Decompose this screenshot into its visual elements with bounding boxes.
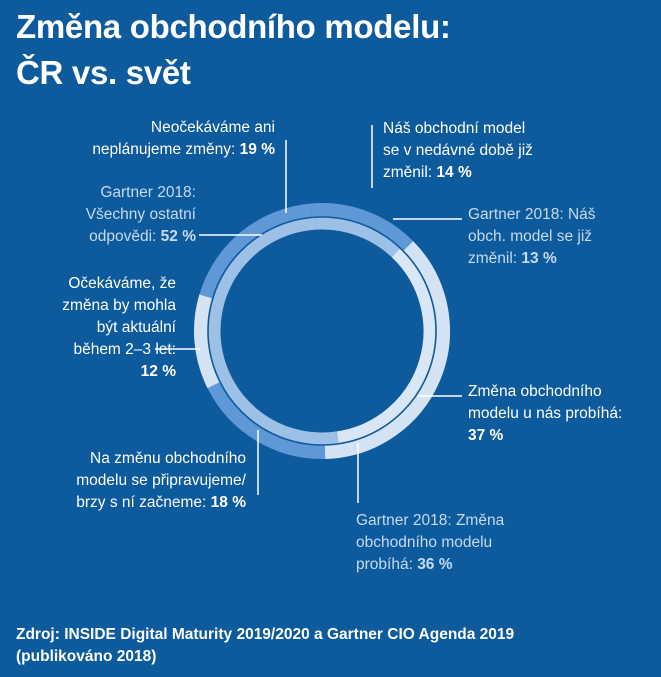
label-text: změnil: <box>468 250 522 267</box>
label-zmenil: Náš obchodní model se v nedávné době již… <box>383 118 573 184</box>
outer-ring-slice-4 <box>194 294 222 389</box>
label-pripravujeme: Na změnu obchodního modelu se připravuje… <box>40 448 246 514</box>
label-line: se v nedávné době již <box>383 142 533 159</box>
page-title: Změna obchodního modelu: ČR vs. svět <box>16 4 451 96</box>
inner-ring <box>207 216 437 446</box>
label-text: neplánujeme změny: <box>92 141 240 158</box>
label-line: během 2–3 let: <box>73 341 176 358</box>
label-text: probíhá: <box>356 556 418 573</box>
leader-lines <box>155 125 462 503</box>
label-line: obchodního modelu <box>356 534 493 551</box>
label-line: být aktuální <box>96 319 176 336</box>
label-line: obch. model se již <box>468 228 593 245</box>
label-gartner-probiha: Gartner 2018: Změna obchodního modelu pr… <box>356 510 546 576</box>
label-probiha: Změna obchodního modelu u nás probíhá: 3… <box>468 381 653 447</box>
label-line: brzy s ní začneme: 18 % <box>40 492 246 514</box>
label-line: Neočekáváme ani <box>150 119 275 136</box>
ring-separator <box>207 216 437 446</box>
label-value: 37 % <box>468 427 504 444</box>
title-line-2: ČR vs. svět <box>16 54 191 91</box>
label-line: modelu se připravujeme/ <box>76 472 246 489</box>
outer-ring-slice-3 <box>207 380 326 459</box>
label-value: 36 % <box>417 556 453 573</box>
label-line: Gartner 2018: Náš <box>468 206 596 223</box>
label-line: Gartner 2018: Změna <box>356 512 505 529</box>
label-value: 52 % <box>160 228 196 245</box>
label-line: Očekáváme, že <box>68 275 176 292</box>
label-text: změnil: <box>383 164 437 181</box>
label-line: modelu u nás probíhá: <box>468 405 623 422</box>
label-line: Náš obchodní model <box>383 120 526 137</box>
label-value: 14 % <box>436 164 472 181</box>
outer-ring <box>194 203 450 459</box>
title-line-1: Změna obchodního modelu: <box>16 8 451 45</box>
label-line: změnil: 13 % <box>468 248 638 270</box>
source-note: Zdroj: INSIDE Digital Maturity 2019/2020… <box>16 624 616 668</box>
source-line: (publikováno 2018) <box>16 648 157 665</box>
label-line: probíhá: 36 % <box>356 554 546 576</box>
label-ocekavame: Očekáváme, že změna by mohla být aktuáln… <box>30 273 176 383</box>
label-line: neplánujeme změny: 19 % <box>90 139 275 161</box>
label-value: 12 % <box>140 363 176 380</box>
label-line: Gartner 2018: <box>100 184 196 201</box>
label-gartner-vsechny: Gartner 2018: Všechny ostatní odpovědi: … <box>40 182 196 248</box>
inner-ring-slice-2 <box>336 247 437 445</box>
inner-ring-slice-1 <box>316 216 401 258</box>
label-neocekavame: Neočekáváme ani neplánujeme změny: 19 % <box>90 117 275 161</box>
source-line: Zdroj: INSIDE Digital Maturity 2019/2020… <box>16 626 515 643</box>
inner-ring-slice-3 <box>207 216 339 446</box>
label-value: 19 % <box>239 141 275 158</box>
outer-ring-slice-1 <box>310 203 414 253</box>
label-line: odpovědi: 52 % <box>40 226 196 248</box>
label-line: Všechny ostatní <box>85 206 196 223</box>
label-text: brzy s ní začneme: <box>76 494 211 511</box>
outer-ring-slice-5 <box>199 203 313 300</box>
label-line: Na změnu obchodního <box>90 450 246 467</box>
label-line: Změna obchodního <box>468 383 602 400</box>
outer-ring-slice-2 <box>324 241 450 459</box>
label-line: změnil: 14 % <box>383 162 573 184</box>
label-gartner-zmenil: Gartner 2018: Náš obch. model se již změ… <box>468 204 638 270</box>
label-text: odpovědi: <box>89 228 161 245</box>
label-value: 18 % <box>210 494 246 511</box>
label-value: 13 % <box>521 250 557 267</box>
label-line: změna by mohla <box>62 297 176 314</box>
